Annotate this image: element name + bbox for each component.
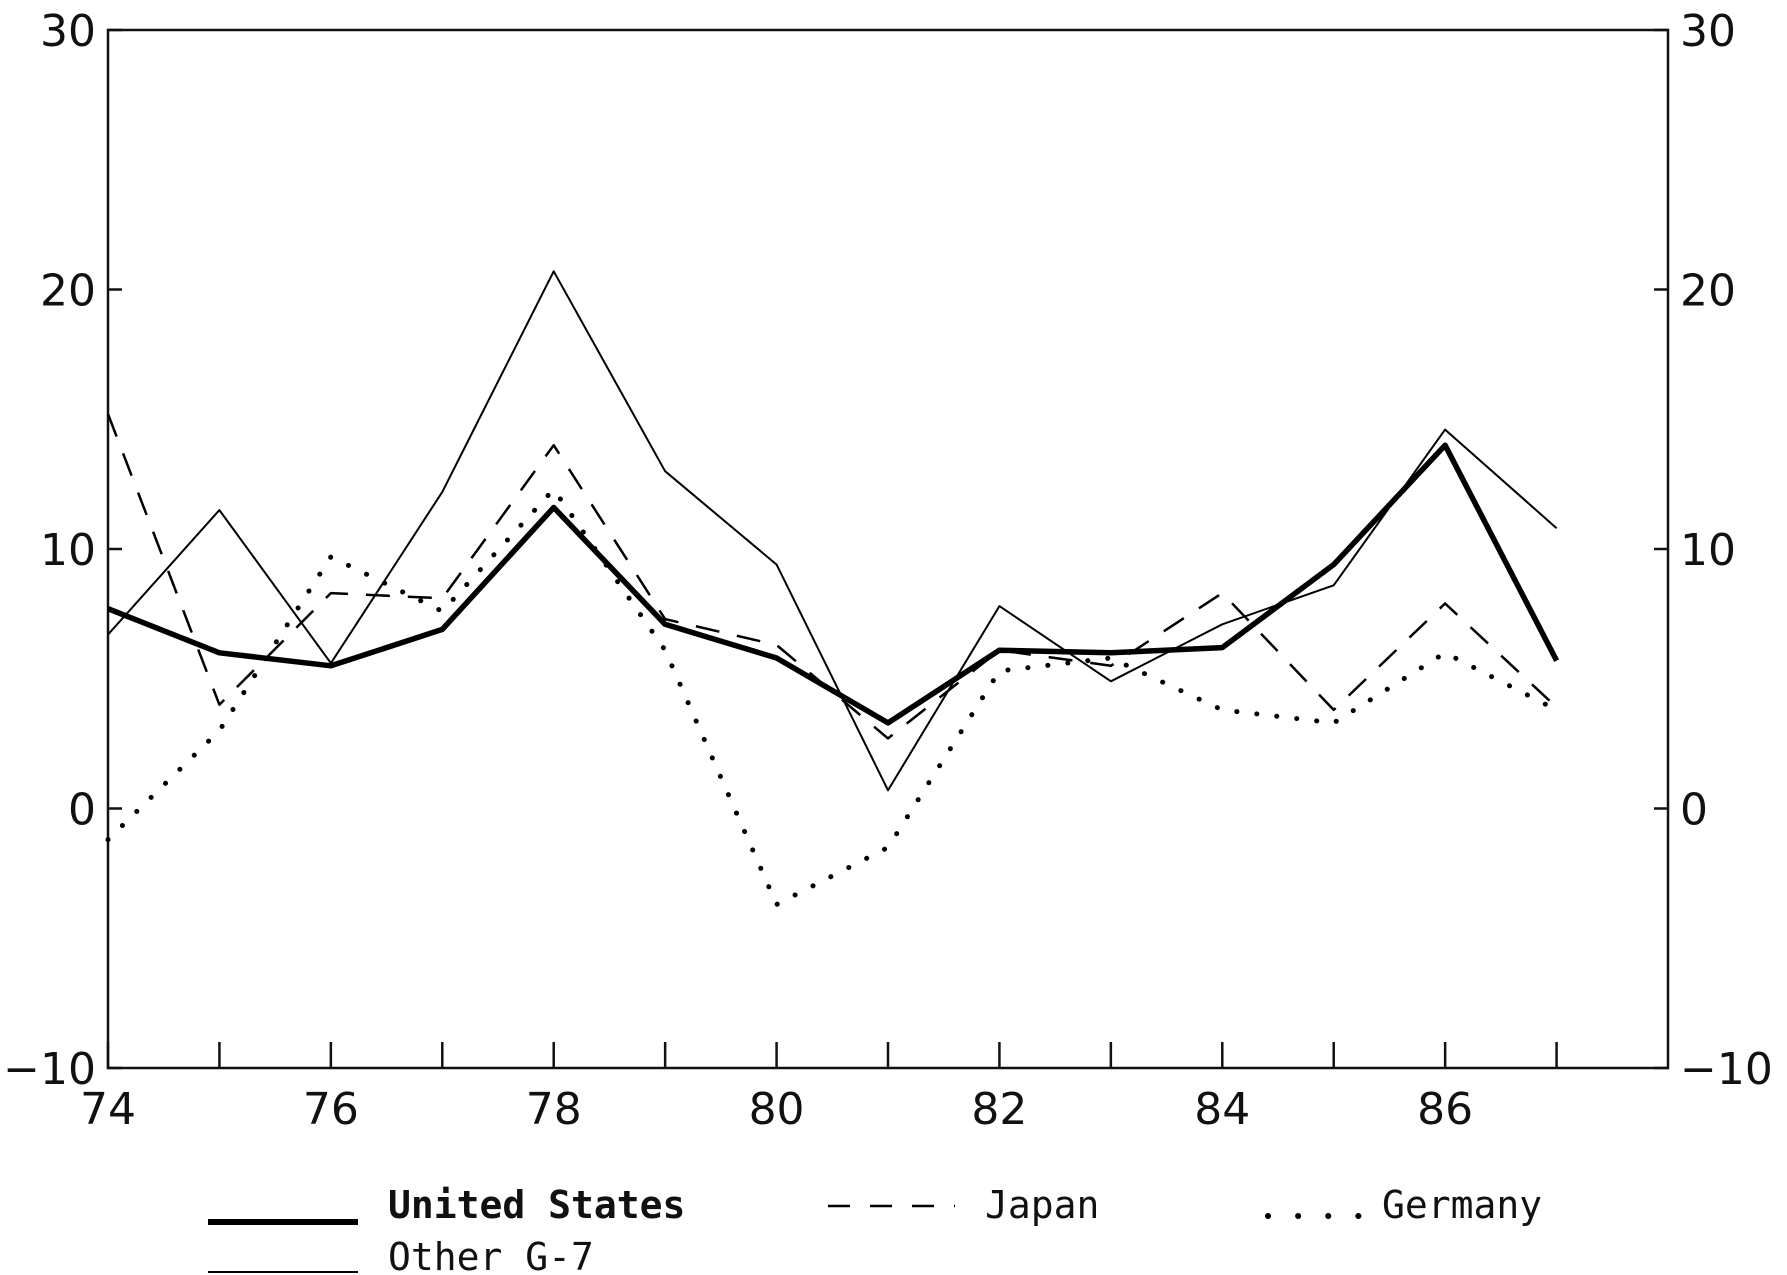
x-tick-label-86: 86	[1417, 1084, 1473, 1135]
y-tick-label-right-10: 10	[1680, 525, 1736, 576]
series-layer	[105, 270, 1560, 907]
series-line-united-states	[106, 442, 1560, 726]
y-tick-label-left-30: 30	[40, 6, 96, 57]
x-tick-label-84: 84	[1194, 1084, 1250, 1135]
right-y-axis: −10 0 10 20 30	[1654, 6, 1773, 1095]
x-tick-label-82: 82	[971, 1084, 1027, 1135]
y-tick-label-right-0: 0	[1680, 785, 1708, 836]
y-tick-label-left--10: −10	[3, 1044, 96, 1095]
legend-label-united-states: United States	[388, 1183, 685, 1227]
y-tick-label-left-10: 10	[40, 525, 96, 576]
legend-label-japan: Japan	[985, 1183, 1099, 1227]
x-tick-label-74: 74	[80, 1084, 136, 1135]
x-axis: 74 76 78 80 82 84 86	[80, 1042, 1558, 1135]
y-tick-label-right-30: 30	[1680, 6, 1736, 57]
y-tick-label-left-20: 20	[40, 266, 96, 317]
y-tick-label-right--10: −10	[1680, 1044, 1773, 1095]
legend-label-germany: Germany	[1382, 1183, 1542, 1227]
x-tick-label-78: 78	[526, 1084, 582, 1135]
plot-frame	[106, 28, 1670, 1070]
x-tick-label-80: 80	[749, 1084, 805, 1135]
x-tick-label-76: 76	[303, 1084, 359, 1135]
series-line-germany	[105, 486, 1560, 907]
y-tick-label-left-0: 0	[68, 785, 96, 836]
legend-label-other-g7: Other G-7	[388, 1235, 594, 1275]
y-tick-label-right-20: 20	[1680, 266, 1736, 317]
left-y-axis: −10 0 10 20 30	[3, 6, 122, 1095]
legend: United States Japan Germany Other G-7	[208, 1183, 1542, 1275]
series-line-other-g-7	[107, 270, 1558, 792]
